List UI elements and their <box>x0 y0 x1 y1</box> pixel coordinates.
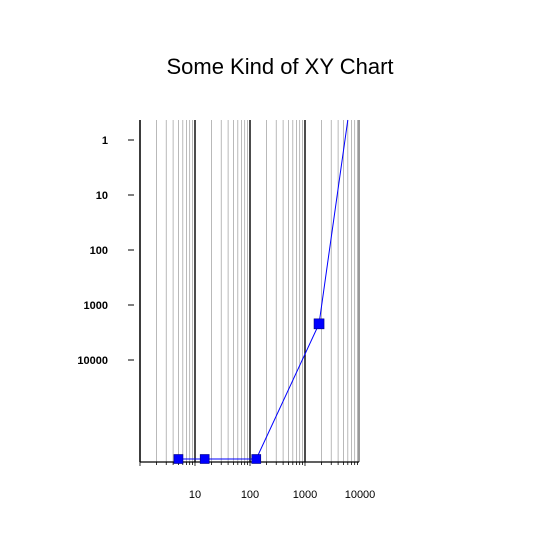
x-tick-label: 100 <box>241 489 259 501</box>
x-tick-label: 10000 <box>345 489 376 501</box>
data-point-marker <box>313 318 325 330</box>
data-point-marker <box>173 454 184 464</box>
data-point-marker <box>251 454 262 464</box>
y-tick-label: 1000 <box>84 300 108 312</box>
y-tick-label: 10 <box>96 190 108 202</box>
x-tick-label: 10 <box>189 489 201 501</box>
x-tick-label: 1000 <box>293 489 317 501</box>
y-tick-label: 10000 <box>77 355 108 367</box>
series-line <box>178 119 349 460</box>
data-point-marker <box>199 454 210 464</box>
chart-title: Some Kind of XY Chart <box>166 54 394 79</box>
y-tick-label: 100 <box>90 245 108 257</box>
y-tick-label: 1 <box>102 135 108 147</box>
